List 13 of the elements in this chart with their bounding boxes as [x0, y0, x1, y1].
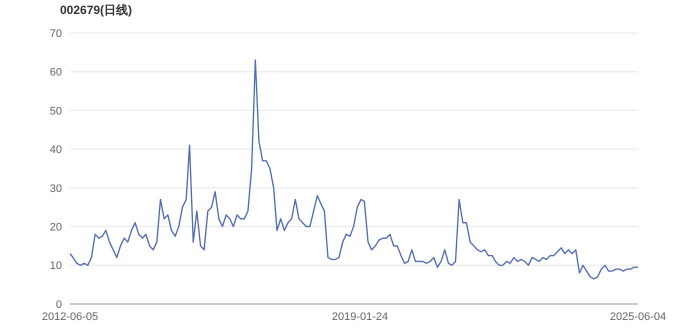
y-tick-label: 20: [50, 221, 62, 234]
y-tick-label: 10: [50, 260, 62, 272]
y-tick-label: 0: [56, 298, 62, 311]
y-tick-label: 50: [50, 105, 62, 118]
y-tick-label: 60: [50, 66, 62, 79]
x-tick-label: 2025-06-04: [610, 310, 666, 323]
y-tick-label: 40: [50, 144, 62, 156]
x-tick-label: 2019-01-24: [332, 310, 388, 323]
chart-title: 002679(日线): [60, 2, 132, 19]
line-series: [70, 59, 638, 280]
y-tick-label: 30: [50, 182, 62, 195]
x-tick-label: 2012-06-05: [42, 310, 98, 323]
y-tick-label: 70: [50, 28, 62, 40]
